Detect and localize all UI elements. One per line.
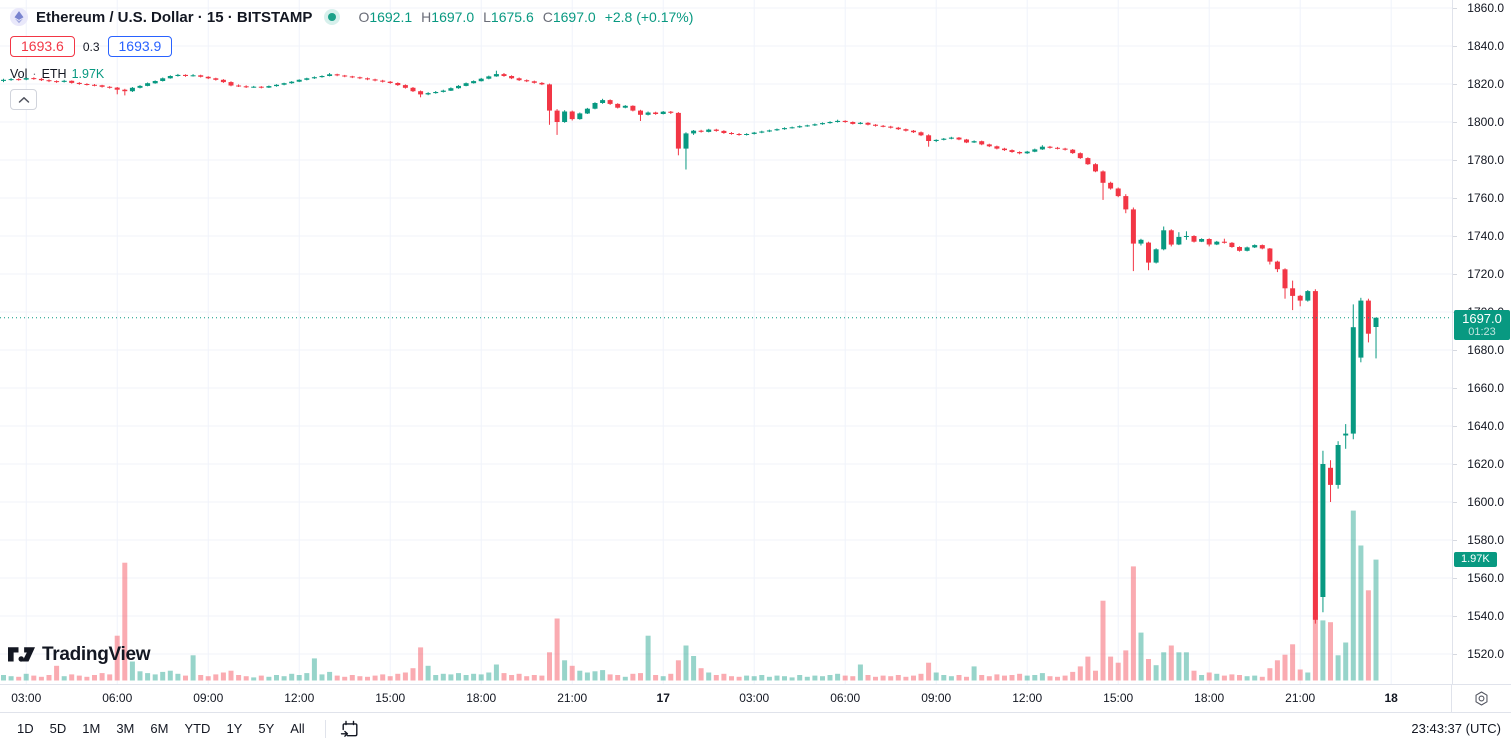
price-axis-label: 1720.0: [1467, 267, 1504, 281]
time-axis-label: 09:00: [193, 691, 224, 705]
high-value: 1697.0: [431, 9, 475, 25]
price-axis-label: 1620.0: [1467, 457, 1504, 471]
tradingview-watermark[interactable]: TradingView: [8, 644, 151, 666]
time-axis-label: 15:00: [1103, 691, 1134, 705]
axis-settings-button[interactable]: [1473, 690, 1490, 712]
change-value: +2.8 (+0.17%): [604, 9, 694, 25]
watermark-text: TradingView: [42, 644, 151, 665]
symbol-row[interactable]: Ethereum / U.S. Dollar · 15 · BITSTAMP O…: [10, 6, 693, 28]
chevron-up-icon: [18, 96, 29, 103]
price-axis-label: 1780.0: [1467, 153, 1504, 167]
price-axis-label: 1520.0: [1467, 647, 1504, 661]
date-range-switcher: 1D 5D 1M 3M 6M YTD 1Y 5Y All: [9, 718, 313, 739]
time-axis-label: 17: [656, 691, 670, 705]
price-axis-label: 1560.0: [1467, 571, 1504, 585]
calendar-arrow-icon: [340, 720, 358, 737]
ohlc-values: O1692.1 H1697.0 L1675.6 C1697.0 +2.8 (+0…: [358, 9, 694, 25]
bid-ask-row: 1693.6 0.3 1693.9: [10, 35, 693, 58]
volume-legend-row[interactable]: Vol · ETH 1.97K: [10, 67, 105, 81]
toolbar-divider: [324, 719, 326, 738]
price-axis-label: 1580.0: [1467, 533, 1504, 547]
chart-legend: Ethereum / U.S. Dollar · 15 · BITSTAMP O…: [10, 6, 693, 110]
go-to-date-button[interactable]: [336, 717, 364, 741]
close-value: 1697.0: [552, 9, 596, 25]
price-axis-label: 1820.0: [1467, 77, 1504, 91]
volume-value: 1.97K: [71, 67, 105, 81]
price-axis-label: 1680.0: [1467, 343, 1504, 357]
spread-value: 0.3: [82, 39, 100, 54]
volume-axis-label: 1.97K: [1454, 551, 1497, 567]
time-axis-label: 21:00: [557, 691, 588, 705]
collapse-pane-button[interactable]: [10, 89, 37, 110]
time-axis-label: 12:00: [284, 691, 315, 705]
time-axis-label: 18:00: [1194, 691, 1225, 705]
chart-area: 1697.0 01:23 1.97K 1860.0 1840.0 1820.0 180…: [0, 0, 1511, 684]
time-axis-label: 15:00: [375, 691, 406, 705]
sell-button[interactable]: 1693.6: [10, 36, 75, 57]
time-axis-label: 18:00: [466, 691, 497, 705]
gear-icon: [1475, 691, 1488, 706]
range-button-3m[interactable]: 3M: [116, 721, 135, 736]
price-axis-label: 1740.0: [1467, 229, 1504, 243]
price-axis-label: 1540.0: [1467, 609, 1504, 623]
range-button-1d[interactable]: 1D: [17, 721, 34, 736]
range-button-ytd[interactable]: YTD: [184, 721, 211, 736]
candles-layer: [1, 70, 1379, 624]
range-button-6m[interactable]: 6M: [150, 721, 169, 736]
price-axis[interactable]: 1697.0 01:23 1.97K 1860.0 1840.0 1820.0 180…: [1452, 0, 1511, 684]
buy-button[interactable]: 1693.9: [107, 36, 173, 57]
range-button-5d[interactable]: 5D: [49, 721, 67, 736]
price-axis-label: 1600.0: [1467, 495, 1504, 509]
volume-unit-label: ETH: [41, 67, 67, 81]
market-status-icon[interactable]: [324, 9, 341, 25]
price-axis-label: 1640.0: [1467, 419, 1504, 433]
price-axis-label: 1860.0: [1467, 1, 1504, 15]
last-price-value: 1697.0: [1462, 310, 1502, 326]
bar-countdown: 01:23: [1468, 325, 1496, 338]
open-value: 1692.1: [369, 9, 413, 25]
range-button-all[interactable]: All: [290, 721, 305, 736]
bottom-toolbar: 1D 5D 1M 3M 6M YTD 1Y 5Y All 23:43:37 (UTC): [0, 712, 1511, 744]
low-value: 1675.6: [490, 9, 534, 25]
time-axis-label: 21:00: [1285, 691, 1316, 705]
price-axis-label: 1660.0: [1467, 381, 1504, 395]
time-axis[interactable]: 03:00 06:00 09:00 12:00 15:00 18:00 21:00 17 03:…: [0, 684, 1511, 713]
price-axis-label: 1800.0: [1467, 115, 1504, 129]
time-axis-label: 03:00: [11, 691, 42, 705]
price-axis-label: 1760.0: [1467, 191, 1504, 205]
time-axis-label: 06:00: [102, 691, 133, 705]
candlestick-chart[interactable]: [0, 0, 1452, 684]
symbol-title[interactable]: Ethereum / U.S. Dollar · 15 · BITSTAMP: [36, 8, 313, 26]
time-axis-label: 18: [1384, 691, 1398, 705]
time-axis-label: 06:00: [830, 691, 861, 705]
price-axis-label: 1840.0: [1467, 39, 1504, 53]
time-axis-label: 12:00: [1012, 691, 1043, 705]
time-axis-label: 03:00: [739, 691, 770, 705]
tradingview-logo-icon: [8, 646, 35, 662]
ethereum-icon: [10, 8, 28, 26]
volume-indicator-label: Vol: [10, 67, 28, 81]
range-button-1y[interactable]: 1Y: [226, 721, 243, 736]
range-button-5y[interactable]: 5Y: [258, 721, 275, 736]
range-button-1m[interactable]: 1M: [82, 721, 101, 736]
time-axis-label: 09:00: [921, 691, 952, 705]
clock-timezone[interactable]: 23:43:37 (UTC): [1411, 721, 1501, 736]
volume-layer: [1, 510, 1379, 681]
last-price-label: 1697.0 01:23: [1454, 309, 1510, 340]
